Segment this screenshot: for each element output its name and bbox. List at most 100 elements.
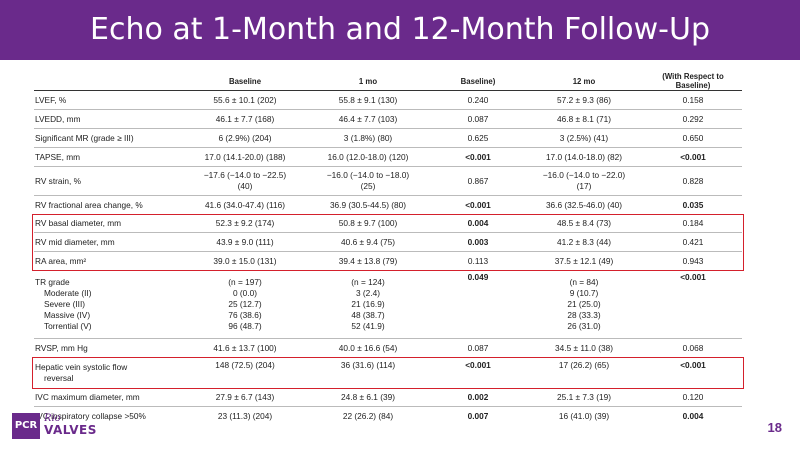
- tr-value: 9 (10.7): [569, 287, 599, 298]
- row-label: RVSP, mm Hg: [35, 343, 88, 353]
- cell-12mo: 36.6 (32.5-46.0) (40): [545, 200, 623, 210]
- row-label: LVEF, %: [34, 90, 186, 110]
- cell-p-1mo: <0.001: [432, 147, 524, 167]
- cell-1mo: 16.0 (12.0-18.0) (120): [304, 147, 432, 167]
- cell-1mo: 50.8 ± 9.7 (100): [304, 214, 432, 233]
- cell-1mo: 39.4 ± 13.8 (79): [338, 256, 398, 266]
- cell-baseline: (n = 197) 0 (0.0) 25 (12.7) 76 (38.6) 96…: [186, 270, 304, 339]
- cell-baseline: 17.0 (14.1-20.0) (188): [186, 147, 304, 167]
- cell-baseline: 41.6 ± 13.7 (100): [213, 343, 277, 353]
- cell-baseline: −17.6 (−14.0 to −22.5) (40): [186, 166, 304, 196]
- cell-p-1mo: <0.001: [465, 200, 491, 210]
- cell-p-1mo: 0.007: [467, 411, 489, 421]
- tr-value: 3 (2.4): [356, 287, 380, 298]
- table-row: RV strain, % −17.6 (−14.0 to −22.5) (40)…: [34, 166, 742, 196]
- table-row: RV mid diameter, mm 43.9 ± 9.0 (111) 40.…: [34, 232, 742, 252]
- cell-12mo: 34.5 ± 11.0 (38): [555, 343, 613, 353]
- cell-1mo: 46.4 ± 7.7 (103): [304, 109, 432, 129]
- cell-baseline: 46.1 ± 7.7 (168): [186, 109, 304, 129]
- hepatic-label-line2: reversal: [44, 372, 74, 383]
- tr-sub-label: Moderate (II): [44, 287, 92, 298]
- cell-p-12mo: 0.120: [644, 388, 742, 407]
- highlight-box-hepatic-reversal: [32, 357, 744, 389]
- tr-value: 0 (0.0): [233, 287, 257, 298]
- table-row: RVSP, mm Hg 41.6 ± 13.7 (100) 40.0 ± 16.…: [34, 339, 742, 358]
- table-row: TR grade Moderate (II) Severe (III) Mass…: [34, 270, 742, 339]
- tr-value: 52 (41.9): [351, 320, 385, 331]
- cell-p-1mo: <0.001: [465, 360, 491, 370]
- cell-1mo: 55.8 ± 9.1 (130): [304, 90, 432, 110]
- cell-baseline: 148 (72.5) (204): [215, 360, 275, 370]
- cell-p-12mo: 0.650: [644, 128, 742, 148]
- cell-p-1mo: 0.087: [432, 109, 524, 129]
- tr-value: 76 (38.6): [228, 309, 262, 320]
- row-label: RA area, mm²: [35, 256, 87, 266]
- cell-1mo: 40.0 ± 16.6 (54): [338, 343, 398, 353]
- tr-value: 21 (16.9): [351, 298, 385, 309]
- cell-1mo: 24.8 ± 6.1 (39): [304, 388, 432, 407]
- cell-baseline-value: −17.6 (−14.0 to −22.5): [203, 170, 287, 180]
- header-12mo: 12 mo: [524, 70, 644, 91]
- cell-12mo: 17 (26.2) (65): [558, 360, 610, 370]
- row-label: IVC inspiratory collapse >50%: [35, 411, 146, 421]
- cell-p-1mo: 0.240: [432, 90, 524, 110]
- tr-value: 26 (31.0): [567, 320, 601, 331]
- cell-p-1mo: 0.113: [467, 256, 489, 266]
- echo-table-container: Baseline 1 mo Baseline) 12 mo (With Resp…: [34, 70, 742, 425]
- row-label: RV basal diameter, mm: [34, 214, 186, 233]
- tr-sub-label: Torrential (V): [44, 320, 92, 331]
- header-1mo: 1 mo: [304, 70, 432, 91]
- tr-value: 96 (48.7): [228, 320, 262, 331]
- cell-baseline: 43.9 ± 9.0 (111): [186, 232, 304, 252]
- tr-value: 25 (12.7): [228, 298, 262, 309]
- row-label: Hepatic vein systolic flow reversal: [34, 357, 186, 388]
- tr-value: 21 (25.0): [567, 298, 601, 309]
- cell-1mo-value: −16.0 (−14.0 to −18.0): [326, 170, 410, 180]
- cell-baseline: 6 (2.9%) (204): [186, 128, 304, 148]
- tr-value: 48 (38.7): [351, 309, 385, 320]
- cell-12mo-value: −16.0 (−14.0 to −22.0): [542, 170, 626, 180]
- cell-12mo: 57.2 ± 9.3 (86): [524, 90, 644, 110]
- cell-1mo: 36 (31.6) (114): [340, 360, 396, 370]
- tr-n: (n = 84): [569, 276, 599, 287]
- row-label: IVC maximum diameter, mm: [34, 388, 186, 407]
- cell-p-12mo: <0.001: [644, 147, 742, 167]
- cell-1mo: 36.9 (30.5-44.5) (80): [329, 200, 407, 210]
- header-baseline: Baseline: [186, 70, 304, 91]
- cell-p-12mo: 0.943: [682, 256, 704, 266]
- cell-12mo: 46.8 ± 8.1 (71): [524, 109, 644, 129]
- cell-12mo: (n = 84) 9 (10.7) 21 (25.0) 28 (33.3) 26…: [524, 270, 644, 339]
- row-label: RV fractional area change, %: [35, 200, 143, 210]
- table-row: RV fractional area change, % 41.6 (34.0-…: [34, 196, 742, 215]
- cell-p-12mo: 0.828: [644, 166, 742, 196]
- cell-p-12mo: 0.421: [644, 232, 742, 252]
- cell-12mo: 3 (2.5%) (41): [524, 128, 644, 148]
- table-row: RV basal diameter, mm 52.3 ± 9.2 (174) 5…: [34, 214, 742, 233]
- cell-12mo: 41.2 ± 8.3 (44): [524, 232, 644, 252]
- cell-12mo: 37.5 ± 12.1 (49): [554, 256, 614, 266]
- table-row: LVEDD, mm 46.1 ± 7.7 (168) 46.4 ± 7.7 (1…: [34, 109, 742, 129]
- hepatic-label-line1: Hepatic vein systolic flow: [35, 361, 128, 372]
- cell-baseline: 23 (11.3) (204): [217, 411, 273, 421]
- cell-p-12mo: 0.184: [644, 214, 742, 233]
- title-bar: Echo at 1-Month and 12-Month Follow-Up: [0, 0, 800, 60]
- cell-p-1mo: 0.087: [467, 343, 489, 353]
- cell-baseline: 55.6 ± 10.1 (202): [186, 90, 304, 110]
- cell-baseline: 52.3 ± 9.2 (174): [186, 214, 304, 233]
- row-label: TR grade Moderate (II) Severe (III) Mass…: [34, 270, 186, 339]
- cell-1mo: 3 (1.8%) (80): [304, 128, 432, 148]
- tr-n: (n = 197): [228, 276, 262, 287]
- cell-p-1mo: 0.867: [432, 166, 524, 196]
- table-row: Significant MR (grade ≥ III) 6 (2.9%) (2…: [34, 128, 742, 148]
- table-row: LVEF, % 55.6 ± 10.1 (202) 55.8 ± 9.1 (13…: [34, 90, 742, 110]
- tr-grade-label: TR grade: [35, 276, 70, 287]
- row-label: RV mid diameter, mm: [34, 232, 186, 252]
- tr-n: (n = 124): [351, 276, 385, 287]
- cell-p-1mo: 0.625: [432, 128, 524, 148]
- cell-12mo: 17.0 (14.0-18.0) (82): [524, 147, 644, 167]
- cell-p-12mo: 0.004: [682, 411, 704, 421]
- cell-1mo: −16.0 (−14.0 to −18.0) (25): [304, 166, 432, 196]
- cell-1mo: (n = 124) 3 (2.4) 21 (16.9) 48 (38.7) 52…: [304, 270, 432, 339]
- cell-12mo-n: (17): [576, 181, 592, 191]
- cell-12mo: 25.1 ± 7.3 (19): [524, 388, 644, 407]
